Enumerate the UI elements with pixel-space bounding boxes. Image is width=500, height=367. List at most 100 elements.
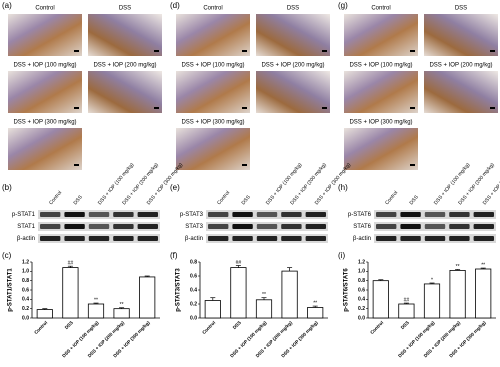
blot-band [424, 212, 446, 217]
scale-bar [322, 107, 327, 109]
blot-band [113, 212, 134, 217]
micrograph [88, 71, 162, 113]
micrograph [176, 128, 250, 170]
x-tick-label: DSS [232, 320, 242, 330]
bar [36, 309, 53, 319]
blot-band [305, 224, 326, 229]
image-caption: Control [35, 6, 54, 12]
bar [281, 270, 298, 319]
y-tick-label: 0.4 [22, 297, 29, 303]
bar [62, 267, 79, 319]
scale-bar [410, 107, 415, 109]
blot-band [208, 224, 229, 229]
significance-label: ** [481, 262, 485, 268]
blot-band [64, 224, 85, 229]
x-tick-label: DSS [400, 320, 410, 330]
y-tick-label: 0.8 [190, 259, 197, 265]
lane-label: Control [384, 190, 399, 206]
blot-band [88, 224, 110, 229]
y-tick-label: 0.0 [22, 315, 29, 321]
blot-band [40, 236, 61, 241]
blot-band [40, 224, 61, 229]
image-caption: Control [371, 6, 390, 12]
scale-bar [74, 107, 79, 109]
bar [398, 303, 415, 319]
y-tick-label: 1.0 [22, 269, 29, 275]
bar [87, 303, 105, 319]
blot-band [376, 236, 397, 241]
blot-band [400, 224, 421, 229]
bar [423, 283, 441, 319]
scale-bar [242, 107, 247, 109]
row-label: STAT1 [17, 224, 35, 230]
micrograph [8, 128, 82, 170]
row-label: β-actin [353, 236, 371, 242]
y-tick-label: 0.6 [22, 287, 29, 293]
lane-label: DSS [409, 194, 421, 206]
significance-label: ** [456, 264, 460, 270]
x-tick-label: Control [369, 320, 384, 335]
y-tick-label: 1.0 [358, 269, 365, 275]
panel-label: (d) [170, 1, 180, 10]
blot-band [473, 224, 494, 229]
scale-bar [154, 107, 159, 109]
blot-band [113, 224, 134, 229]
panel-label: (i) [338, 251, 345, 260]
y-axis-label: p-STAT6/STAT6 [344, 268, 350, 312]
row-label: p-STAT1 [12, 212, 36, 218]
scale-bar [74, 50, 79, 52]
scale-bar [410, 164, 415, 166]
blot-band [376, 212, 397, 217]
row-label: p-STAT3 [180, 212, 204, 218]
significance-label: * [431, 277, 433, 283]
y-axis-label: p-STAT1/STAT1 [8, 268, 14, 312]
micrograph [88, 14, 162, 56]
panel-label: (g) [338, 1, 348, 10]
bar [139, 276, 156, 319]
y-tick-label: 0.2 [190, 301, 197, 307]
significance-label: ** [262, 292, 266, 298]
panel-label: (f) [170, 251, 178, 260]
blot-band [305, 236, 326, 241]
blot-band [208, 212, 229, 217]
image-caption: DSS [455, 6, 467, 12]
blot-band [40, 212, 61, 217]
micrograph [256, 14, 330, 56]
blot-band [424, 236, 446, 241]
blot-band [88, 236, 110, 241]
scale-bar [242, 50, 247, 52]
micrograph [8, 71, 82, 113]
y-tick-label: 0.2 [358, 306, 365, 312]
image-caption: Control [203, 6, 222, 12]
x-tick-label: Control [33, 320, 48, 335]
bar [204, 300, 221, 319]
panel-label: (b) [2, 183, 12, 192]
bar [113, 308, 130, 319]
lane-label: Control [216, 190, 231, 206]
panel-label: (h) [338, 183, 348, 192]
micrograph [176, 14, 250, 56]
scale-bar [242, 164, 247, 166]
panel-label: (a) [2, 1, 12, 10]
image-caption: DSS + IOP (300 mg/kg) [349, 120, 412, 126]
y-tick-label: 1.2 [358, 259, 365, 265]
blot-band [473, 236, 494, 241]
y-tick-label: 0.8 [22, 278, 29, 284]
blot-band [137, 236, 158, 241]
blot-band [281, 224, 302, 229]
row-label: p-STAT6 [348, 212, 372, 218]
image-caption: DSS + IOP (200 mg/kg) [261, 63, 324, 69]
bar [255, 299, 273, 319]
micrograph [424, 71, 498, 113]
blot-band [88, 212, 110, 217]
micrograph [256, 71, 330, 113]
blot-band [281, 212, 302, 217]
image-caption: DSS + IOP (300 mg/kg) [181, 120, 244, 126]
image-caption: DSS + IOP (200 mg/kg) [93, 63, 156, 69]
blot-band [256, 212, 278, 217]
y-tick-label: 0.0 [190, 315, 197, 321]
blot-band [400, 212, 421, 217]
image-caption: DSS + IOP (300 mg/kg) [13, 120, 76, 126]
significance-label: ** [313, 300, 317, 306]
blot-band [376, 224, 397, 229]
